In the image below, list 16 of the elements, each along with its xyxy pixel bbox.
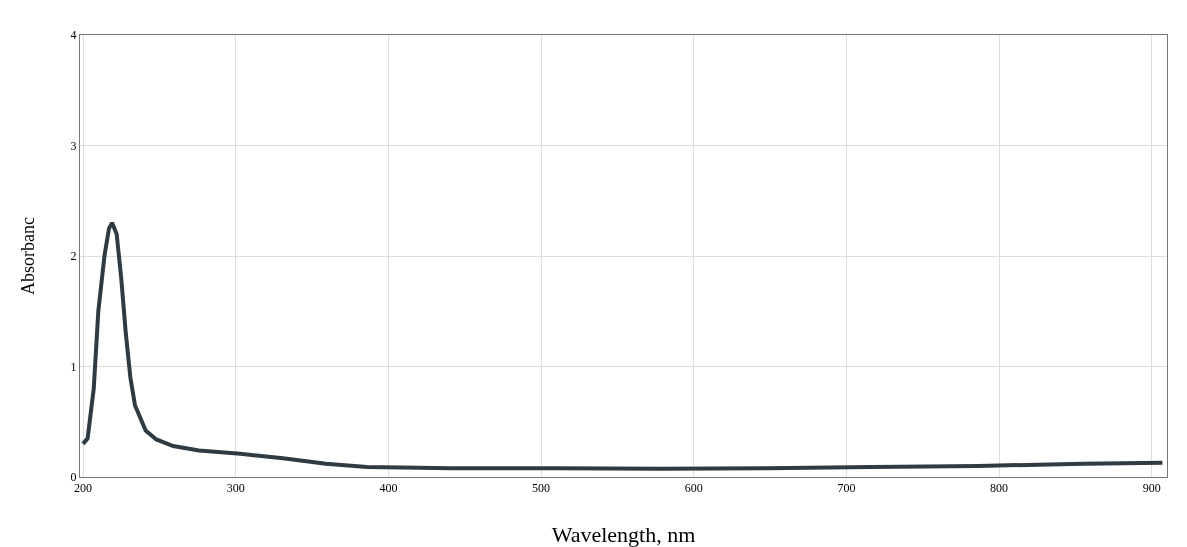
x-tick-label: 400 <box>379 481 398 496</box>
x-tick-label: 500 <box>532 481 551 496</box>
line-series <box>81 220 1165 471</box>
x-tick-label: 700 <box>837 481 856 496</box>
x-tick-label: 900 <box>1142 481 1161 496</box>
x-tick-label: 800 <box>990 481 1009 496</box>
y-axis-title: Absorbanc <box>18 217 38 295</box>
x-tick-label: 300 <box>226 481 245 496</box>
y-tick-label: 2 <box>70 249 77 264</box>
x-axis-title: Wavelength, nm <box>551 522 696 547</box>
y-tick-label: 3 <box>70 138 77 153</box>
y-tick-label: 1 <box>70 359 77 374</box>
y-tick-label: 0 <box>70 470 77 485</box>
x-tick-label: 200 <box>74 481 93 496</box>
x-tick-label: 600 <box>684 481 703 496</box>
y-tick-label: 4 <box>70 28 77 43</box>
